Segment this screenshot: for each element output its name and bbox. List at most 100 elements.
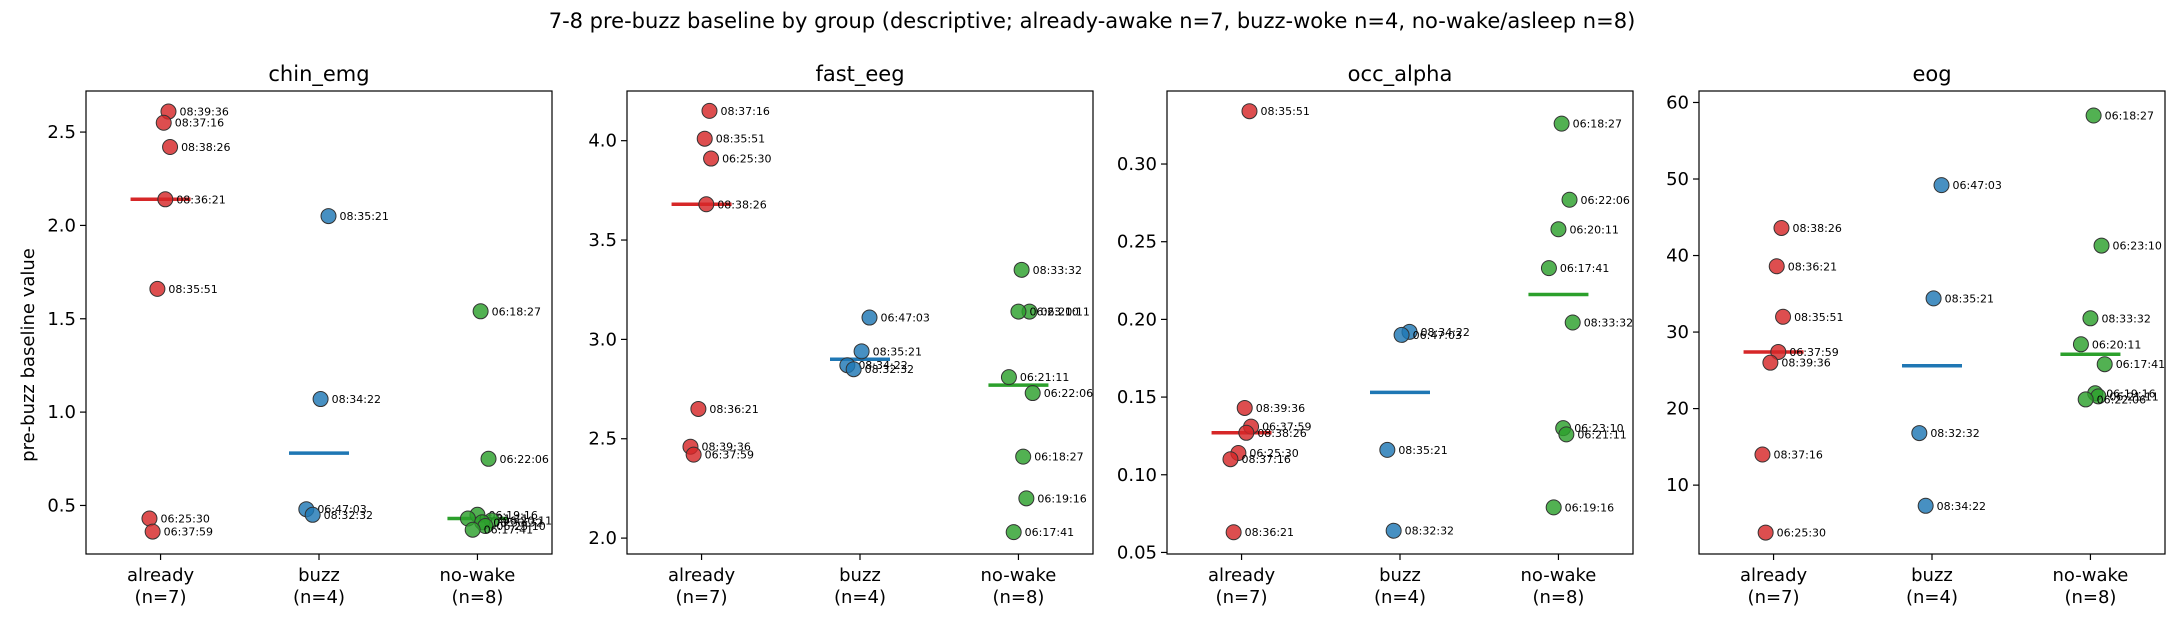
data-point-nowake xyxy=(1564,314,1581,331)
data-point-buzz xyxy=(1911,425,1928,442)
data-label: 06:37:59 xyxy=(1789,346,1838,359)
y-tick-label: 0.25 xyxy=(1117,232,1157,253)
data-point-buzz xyxy=(320,208,337,225)
data-point-already xyxy=(1773,219,1790,236)
data-label: 06:47:03 xyxy=(881,312,930,325)
data-point-nowake xyxy=(1010,303,1027,320)
x-tick-label: no-wake xyxy=(981,565,1057,586)
axes-frame xyxy=(85,90,553,555)
y-tick-label: 60 xyxy=(1666,92,1689,113)
data-label: 08:36:21 xyxy=(1788,260,1837,273)
y-tick-label: 2.0 xyxy=(47,215,76,236)
data-label: 08:32:32 xyxy=(865,363,914,376)
data-point-already xyxy=(1222,451,1239,468)
data-label: 08:33:32 xyxy=(1033,264,1082,277)
x-tick-label: already xyxy=(1740,565,1808,586)
data-label: 06:19:16 xyxy=(1565,501,1614,514)
data-point-buzz xyxy=(1379,441,1396,458)
x-tick-label: (n=7) xyxy=(676,587,728,608)
y-tick-label: 20 xyxy=(1666,399,1689,420)
x-tick-label: buzz xyxy=(1911,565,1953,586)
y-tick-label: 4.0 xyxy=(588,131,617,152)
data-label: 08:32:32 xyxy=(324,509,373,522)
data-label: 08:33:32 xyxy=(1584,317,1633,330)
data-label: 06:19:16 xyxy=(2106,387,2155,400)
data-label: 06:37:59 xyxy=(1262,421,1311,434)
data-label: 06:19:16 xyxy=(488,509,537,522)
data-point-buzz xyxy=(1933,177,1950,194)
x-tick-label: (n=8) xyxy=(2064,587,2116,608)
y-axis-label: pre-buzz baseline value xyxy=(18,248,39,462)
data-label: 08:34:22 xyxy=(332,393,381,406)
panel-fast_eeg: fast_eeg2.02.53.03.54.0already(n=7)buzz(… xyxy=(588,62,1094,608)
data-label: 08:36:21 xyxy=(176,193,225,206)
y-tick-label: 0.30 xyxy=(1117,154,1157,175)
data-label: 08:32:32 xyxy=(1405,525,1454,538)
data-label: 08:35:51 xyxy=(716,133,765,146)
data-point-nowake xyxy=(464,521,481,538)
data-point-nowake xyxy=(1553,115,1570,132)
data-label: 08:35:21 xyxy=(1945,292,1994,305)
data-point-nowake xyxy=(1015,448,1032,465)
data-point-already xyxy=(1757,524,1774,541)
x-tick-label: (n=8) xyxy=(451,587,503,608)
y-tick-label: 0.20 xyxy=(1117,309,1157,330)
y-tick-label: 50 xyxy=(1666,169,1689,190)
panel-title: chin_emg xyxy=(268,62,369,87)
data-point-already xyxy=(1238,424,1255,441)
y-tick-label: 10 xyxy=(1666,475,1689,496)
data-label: 06:21:11 xyxy=(2109,390,2158,403)
data-label: 06:23:10 xyxy=(2113,240,2162,253)
y-tick-label: 1.5 xyxy=(47,309,76,330)
data-label: 08:35:51 xyxy=(168,283,217,296)
data-label: 06:20:11 xyxy=(2092,338,2141,351)
data-label: 08:39:36 xyxy=(1781,357,1830,370)
data-label: 08:35:21 xyxy=(873,345,922,358)
data-label: 08:39:36 xyxy=(701,441,750,454)
data-point-already xyxy=(1754,446,1771,463)
y-tick-label: 30 xyxy=(1666,322,1689,343)
data-point-already xyxy=(1236,399,1253,416)
y-tick-label: 2.5 xyxy=(47,122,76,143)
data-point-buzz xyxy=(1393,326,1410,343)
panel-title: occ_alpha xyxy=(1348,62,1453,87)
data-point-already xyxy=(698,196,715,213)
data-point-nowake xyxy=(1558,426,1575,443)
y-tick-label: 0.5 xyxy=(47,495,76,516)
data-point-nowake xyxy=(480,450,497,467)
y-tick-label: 1.0 xyxy=(47,402,76,423)
data-label: 08:35:51 xyxy=(1794,311,1843,324)
panel-eog: eog 10 20 30 40 50 60 already(n=7) buzz(n=4) no-w… xyxy=(1666,62,2166,608)
y-tick-label: 2.0 xyxy=(588,528,617,549)
data-point-buzz xyxy=(304,506,321,523)
data-label: 06:19:16 xyxy=(1037,492,1086,505)
data-point-nowake xyxy=(1013,261,1030,278)
x-tick-label: (n=7) xyxy=(1216,587,1268,608)
data-label: 08:36:21 xyxy=(709,403,758,416)
data-point-already xyxy=(1762,354,1779,371)
data-point-nowake xyxy=(1018,490,1035,507)
x-tick-label: (n=7) xyxy=(1748,587,1800,608)
x-tick-label: buzz xyxy=(298,565,340,586)
data-point-already xyxy=(1775,308,1792,325)
data-label: 08:39:36 xyxy=(179,106,228,119)
x-tick-label: no-wake xyxy=(440,565,516,586)
data-label: 08:34:22 xyxy=(1421,326,1470,339)
data-point-nowake xyxy=(1561,191,1578,208)
x-tick-label: already xyxy=(1208,565,1276,586)
panels: chin_emg0.51.01.52.02.5already(n=7)buzz(… xyxy=(47,62,2166,608)
figure-suptitle: 7-8 pre-buzz baseline by group (descript… xyxy=(549,9,1636,33)
data-point-buzz xyxy=(312,391,329,408)
data-label: 08:38:26 xyxy=(1792,222,1841,235)
data-point-nowake xyxy=(1005,524,1022,541)
data-point-nowake xyxy=(2082,310,2099,327)
data-label: 08:38:26 xyxy=(717,198,766,211)
data-label: 08:38:26 xyxy=(181,141,230,154)
data-point-nowake xyxy=(1000,369,1017,386)
x-tick-label: (n=4) xyxy=(1906,587,1958,608)
data-point-already xyxy=(696,130,713,147)
x-tick-label: no-wake xyxy=(1521,565,1597,586)
data-point-already xyxy=(141,510,158,527)
data-point-already xyxy=(157,191,174,208)
data-point-already xyxy=(1768,258,1785,275)
